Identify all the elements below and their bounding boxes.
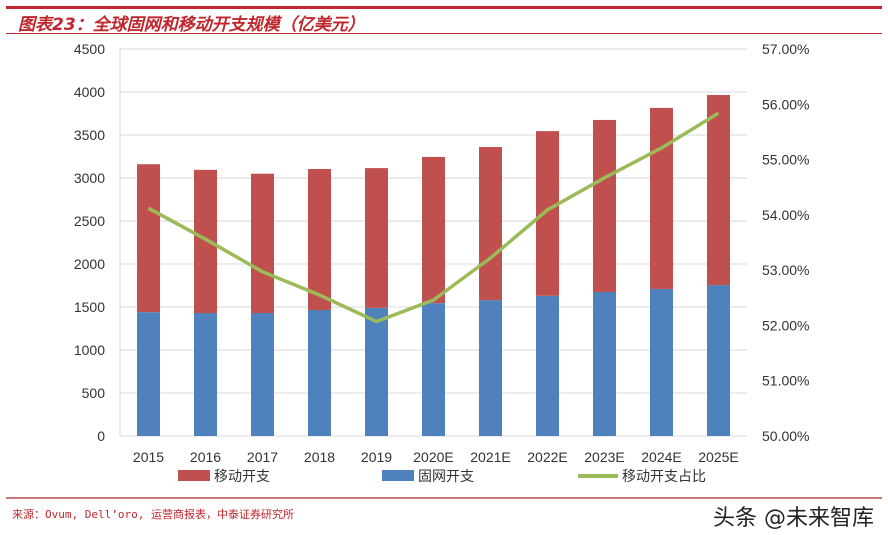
bar-fixed-2025E — [707, 285, 730, 436]
legend-label: 移动开支 — [214, 468, 270, 484]
bar-mobile-2022E — [536, 131, 559, 296]
y-tick-label: 500 — [82, 385, 106, 401]
bar-fixed-2017 — [251, 313, 274, 436]
bar-mobile-2023E — [593, 119, 616, 292]
bar-mobile-2025E — [707, 95, 730, 286]
y2-tick-label: 56.00% — [762, 96, 809, 112]
x-tick-label: 2024E — [641, 449, 681, 465]
x-tick-label: 2018 — [304, 449, 335, 465]
y2-tick-label: 53.00% — [762, 262, 809, 278]
bottom-rule — [6, 497, 882, 499]
y-tick-label: 2000 — [74, 256, 105, 272]
top-rule — [6, 6, 882, 9]
x-tick-label: 2023E — [584, 449, 624, 465]
x-tick-label: 2020E — [413, 449, 453, 465]
x-tick-label: 2016 — [190, 449, 221, 465]
bar-fixed-2023E — [593, 291, 616, 436]
chart-title: 图表23：全球固网和移动开支规模（亿美元） — [18, 15, 365, 35]
bar-fixed-2018 — [308, 310, 331, 436]
legend-swatch — [382, 470, 414, 481]
chart: 0 500 1000 1500 2000 2500 3000 3500 4000 4500 50.0… — [74, 41, 810, 484]
x-tick-label: 2017 — [247, 449, 278, 465]
bar-fixed-2019 — [365, 307, 388, 436]
x-tick-label: 2021E — [470, 449, 510, 465]
y-tick-label: 2500 — [74, 213, 105, 229]
y2-tick-label: 51.00% — [762, 373, 809, 389]
y2-tick-label: 52.00% — [762, 317, 809, 333]
y2-tick-label: 55.00% — [762, 152, 809, 168]
y-tick-label: 3000 — [74, 170, 105, 186]
bar-fixed-2015 — [137, 312, 160, 436]
legend-label: 移动开支占比 — [622, 468, 706, 484]
bar-fixed-2024E — [650, 288, 673, 436]
x-tick-label: 2025E — [698, 449, 738, 465]
bar-mobile-2017 — [251, 173, 274, 314]
legend-label: 固网开支 — [418, 468, 474, 484]
line-mobile-share — [147, 111, 720, 324]
bar-mobile-2021E — [479, 147, 502, 301]
y-tick-label: 1500 — [74, 299, 105, 315]
bar-fixed-2016 — [194, 313, 217, 436]
y-tick-label: 1000 — [74, 342, 105, 358]
y-tick-label: 4000 — [74, 84, 105, 100]
x-tick-label: 2019 — [361, 449, 392, 465]
y-tick-label: 3500 — [74, 127, 105, 143]
x-tick-label: 2015 — [133, 449, 164, 465]
title-rule — [6, 33, 882, 34]
source-note: 来源：Ovum, Dell’oro, 运营商报表，中泰证券研究所 — [12, 508, 294, 521]
bar-mobile-2024E — [650, 107, 673, 289]
bar-fixed-2021E — [479, 300, 502, 436]
bar-mobile-2019 — [365, 168, 388, 308]
bar-mobile-2018 — [308, 168, 331, 311]
bar-fixed-2022E — [536, 295, 559, 436]
y-tick-label: 0 — [97, 428, 105, 444]
y2-tick-label: 57.00% — [762, 41, 809, 57]
legend-swatch — [178, 470, 210, 481]
x-tick-label: 2022E — [527, 449, 567, 465]
bar-fixed-2020E — [422, 303, 445, 436]
y-tick-label: 4500 — [74, 41, 105, 57]
y2-tick-label: 54.00% — [762, 207, 809, 223]
watermark: 头条 @未来智库 — [713, 506, 874, 531]
bar-mobile-2020E — [422, 156, 445, 304]
y2-tick-label: 50.00% — [762, 428, 809, 444]
bar-mobile-2015 — [137, 164, 160, 313]
bar-mobile-2016 — [194, 169, 217, 314]
